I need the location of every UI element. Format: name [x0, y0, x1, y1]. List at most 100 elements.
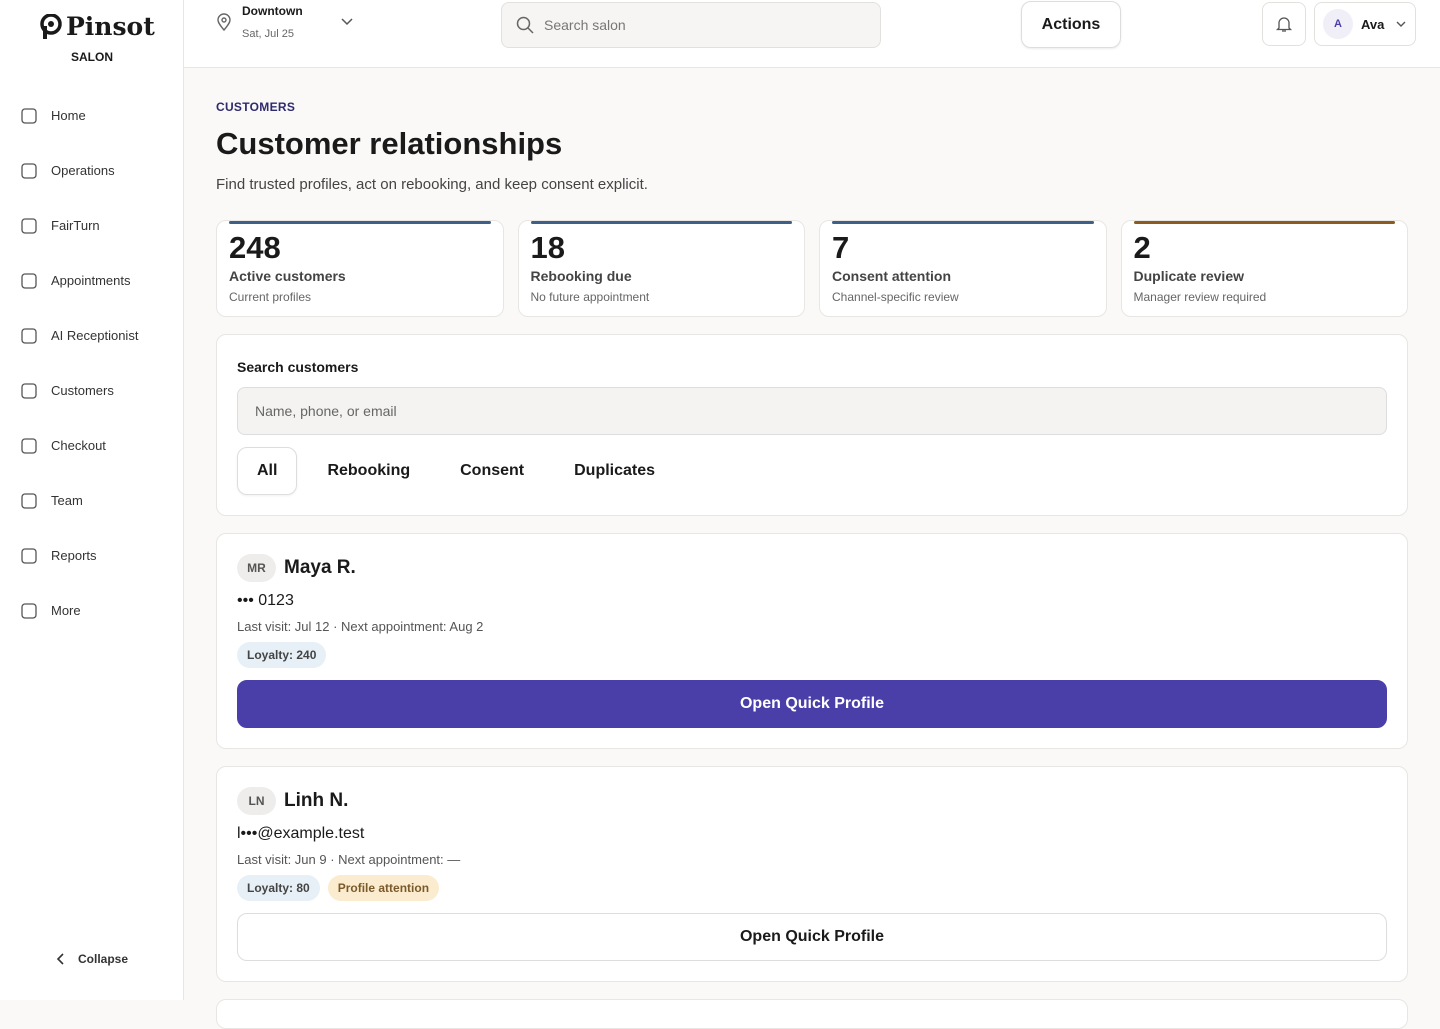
user-name: Ava: [1361, 16, 1385, 32]
stats: 248 Active customers Current profiles 18 Reb…: [216, 220, 1408, 317]
customer-initials: MR: [237, 554, 276, 582]
customer-contact: ••• 0123: [237, 592, 294, 609]
nav-item[interactable]: Reports: [0, 528, 184, 583]
top-search-placeholder: Search salon: [544, 17, 626, 33]
nav-icon: [21, 327, 37, 344]
open-profile-button[interactable]: Open Quick Profile: [237, 680, 1387, 728]
stat-label: Consent attention: [832, 268, 951, 284]
stat-card: 248 Active customers Current profiles: [216, 220, 504, 317]
nav: Home Operations FairTurn Appointments AI Rec…: [0, 88, 184, 638]
nav-item[interactable]: Checkout: [0, 418, 184, 473]
filter-tab[interactable]: Rebooking: [327, 462, 411, 479]
collapse[interactable]: Collapse: [56, 952, 128, 966]
nav-label: Customers: [51, 383, 114, 398]
search-placeholder: Name, phone, or email: [255, 403, 397, 419]
chevron: [341, 18, 353, 26]
location-name: Downtown: [242, 4, 303, 18]
nav-icon: [21, 602, 37, 619]
nav-item[interactable]: AI Receptionist: [0, 308, 184, 363]
stat-label: Duplicate review: [1133, 268, 1245, 284]
bell-icon: [1275, 17, 1293, 32]
nav-label: Team: [51, 493, 83, 508]
location-picker[interactable]: Downtown Sat, Jul 25: [216, 4, 353, 40]
brand-name: Pinsot: [66, 12, 155, 41]
stat-card: 2 Duplicate review Manager review required: [1120, 220, 1408, 317]
nav-label: Home: [51, 108, 86, 123]
nav-icon: [21, 107, 37, 124]
brand: Pinsot: [40, 12, 155, 41]
nav-label: Checkout: [51, 438, 106, 453]
stat-label: Active customers: [229, 268, 346, 284]
customer-card: MR Maya R. ••• 0123 Last visit: Jul 12 · Ne…: [216, 533, 1408, 749]
badge: Loyalty: 80: [237, 875, 320, 901]
nav-item[interactable]: FairTurn: [0, 198, 184, 253]
badges: Loyalty: 80 Profile attention: [237, 875, 1387, 901]
nav-label: AI Receptionist: [51, 328, 139, 343]
badge: Profile attention: [327, 875, 440, 901]
nav-item[interactable]: Team: [0, 473, 184, 528]
nav-icon: [21, 437, 37, 454]
nav-label: FairTurn: [51, 218, 100, 233]
stat-value: 2: [1133, 230, 1151, 265]
badges: Loyalty: 240: [237, 642, 1387, 668]
actions-button[interactable]: Actions: [1021, 1, 1121, 48]
badge: Loyalty: 240: [237, 642, 327, 668]
open-profile-button[interactable]: Open Quick Profile: [237, 913, 1387, 961]
location-text: Downtown Sat, Jul 25: [242, 4, 303, 40]
stat-value: 7: [832, 230, 850, 265]
nav-item[interactable]: Home: [0, 88, 184, 143]
stat-note: Current profiles: [229, 290, 312, 304]
nav-icon: [21, 492, 37, 509]
nav-item[interactable]: More: [0, 583, 184, 638]
avatar: A: [1323, 9, 1353, 39]
nav-label: Reports: [51, 548, 97, 563]
nav-icon: [21, 382, 37, 399]
filters: All Rebooking Consent Duplicates: [237, 447, 1387, 495]
top-search[interactable]: Search salon: [501, 2, 881, 48]
filter-tab[interactable]: All: [237, 447, 298, 495]
nav-label: Appointments: [51, 273, 131, 288]
stat-label: Rebooking due: [530, 268, 632, 284]
customer-search[interactable]: Name, phone, or email: [237, 387, 1387, 435]
search-panel: Search customers Name, phone, or email A…: [216, 334, 1408, 516]
filter-tab[interactable]: Consent: [460, 462, 525, 479]
search-icon: [516, 16, 534, 34]
content: CUSTOMERS Customer relationships Find tr…: [216, 100, 1408, 1029]
nav-label: Operations: [51, 163, 115, 178]
customer-name: Maya R.: [284, 557, 356, 578]
stat-value: 18: [530, 230, 565, 265]
stat-card: 7 Consent attention Channel-specific revie…: [819, 220, 1107, 317]
nav-item[interactable]: Customers: [0, 363, 184, 418]
filter-tab[interactable]: Duplicates: [574, 462, 656, 479]
customer-contact: l•••@example.test: [237, 825, 365, 842]
sidebar: Pinsot SALON Home Operations FairTurn Appoi…: [0, 0, 184, 1000]
customer-initials: LN: [237, 787, 276, 815]
customer-list: MR Maya R. ••• 0123 Last visit: Jul 12 · Ne…: [216, 533, 1408, 982]
notifications[interactable]: [1262, 2, 1306, 46]
brand-sub: SALON: [71, 50, 113, 64]
chevron: [1396, 21, 1406, 27]
nav-label: More: [51, 603, 81, 618]
pin-icon: [217, 13, 231, 31]
stat-note: Channel-specific review: [832, 290, 959, 304]
stat-note: Manager review required: [1133, 290, 1267, 304]
nav-item[interactable]: Operations: [0, 143, 184, 198]
customer-header: MR Maya R.: [237, 554, 1387, 582]
nav-item[interactable]: Appointments: [0, 253, 184, 308]
customer-visits: Last visit: Jul 12 · Next appointment: A…: [237, 619, 484, 634]
logo: [40, 13, 62, 39]
user-menu[interactable]: A Ava: [1314, 2, 1416, 46]
customer-name: Linh N.: [284, 790, 349, 811]
customer-card: LN Linh N. l•••@example.test Last visit: Ju…: [216, 766, 1408, 982]
eyebrow: CUSTOMERS: [216, 100, 296, 114]
stat-card: 18 Rebooking due No future appointment: [517, 220, 805, 317]
page-title: Customer relationships: [216, 126, 563, 161]
customer-card: [216, 999, 1408, 1029]
stat-value: 248: [229, 230, 281, 265]
customer-header: LN Linh N.: [237, 787, 1387, 815]
page-subtitle: Find trusted profiles, act on rebooking,…: [216, 176, 648, 193]
nav-icon: [21, 547, 37, 564]
chevron: [56, 953, 64, 965]
